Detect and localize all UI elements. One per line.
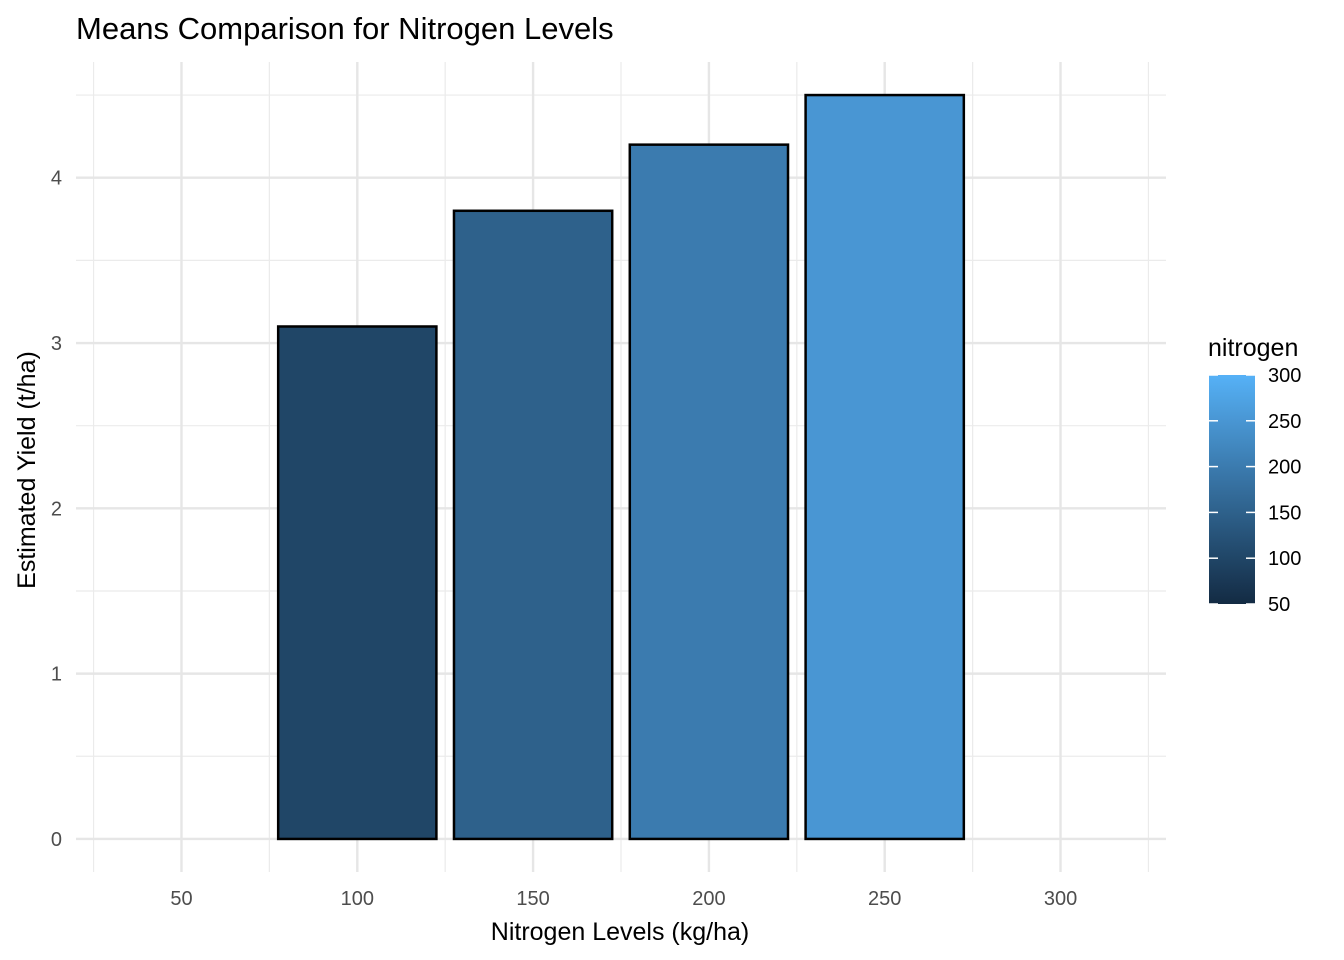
legend-tick-label: 250 — [1268, 411, 1301, 433]
bar-150 — [452, 209, 614, 841]
chart-title: Means Comparison for Nitrogen Levels — [76, 11, 614, 46]
x-tick-label: 50 — [170, 888, 192, 910]
bars — [276, 93, 966, 841]
legend: nitrogen 50 100 150 200 250 300 — [1208, 334, 1301, 616]
y-tick-label: 4 — [51, 168, 62, 190]
legend-colorbar — [1209, 375, 1255, 604]
y-tick-label: 1 — [51, 664, 62, 686]
legend-tick-label: 100 — [1268, 548, 1301, 570]
x-tick-label: 100 — [341, 888, 374, 910]
grid-minor — [76, 62, 1166, 872]
y-axis-ticks: 0 1 2 3 4 — [51, 168, 62, 851]
y-axis-title: Estimated Yield (t/ha) — [13, 351, 41, 589]
x-tick-label: 150 — [516, 888, 549, 910]
legend-tick-label: 200 — [1268, 457, 1301, 479]
legend-tick-label: 150 — [1268, 502, 1301, 524]
bar-250 — [804, 93, 966, 841]
legend-ticks: 50 100 150 200 250 300 — [1209, 365, 1301, 616]
x-tick-label: 250 — [868, 888, 901, 910]
y-tick-label: 2 — [51, 498, 62, 520]
legend-title: nitrogen — [1208, 334, 1298, 362]
bar-200 — [628, 143, 790, 841]
y-tick-label: 3 — [51, 333, 62, 355]
x-axis-title: Nitrogen Levels (kg/ha) — [491, 918, 749, 946]
legend-tick-label: 50 — [1268, 594, 1290, 616]
y-tick-label: 0 — [51, 829, 62, 851]
legend-tick-label: 300 — [1268, 365, 1301, 387]
x-tick-label: 300 — [1044, 888, 1077, 910]
x-axis-ticks: 50 100 150 200 250 300 — [170, 888, 1077, 910]
x-tick-label: 200 — [692, 888, 725, 910]
bar-100 — [276, 325, 438, 841]
